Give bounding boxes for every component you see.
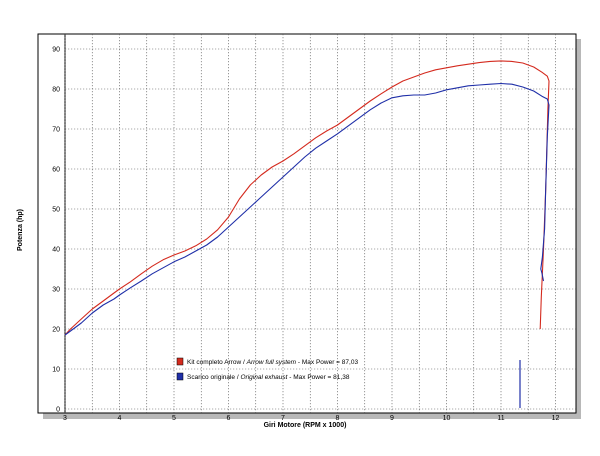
- x-tick-label-2: 5: [172, 415, 176, 422]
- y-tick-label-1: 10: [52, 367, 60, 374]
- y-tick-label-0: 0: [56, 407, 60, 414]
- x-tick-label-6: 9: [390, 415, 394, 422]
- y-tick-label-7: 70: [52, 127, 60, 134]
- x-tick-label-3: 6: [227, 415, 231, 422]
- x-tick-label-8: 11: [497, 415, 504, 422]
- x-axis-label: Giri Motore (RPM x 1000): [264, 422, 347, 429]
- x-tick-label-1: 4: [118, 415, 122, 422]
- y-tick-label-6: 60: [52, 167, 60, 174]
- legend-label-original: Scarico originale / Original exhaust - M…: [187, 374, 350, 381]
- legend-original-italic: Original exhaust: [240, 374, 288, 381]
- legend-swatch-original: [177, 373, 183, 380]
- x-tick-label-5: 8: [336, 415, 340, 422]
- x-tick-label-9: 12: [552, 415, 560, 422]
- y-axis-label: Potenza (hp): [17, 209, 24, 251]
- y-tick-label-3: 30: [52, 287, 60, 294]
- x-tick-label-4: 7: [281, 415, 285, 422]
- legend-arrow-part2: - Max Power = 87,03: [296, 359, 358, 366]
- x-tick-label-7: 10: [443, 415, 451, 422]
- legend-label-arrow: Kit completo Arrow / Arrow full system -…: [187, 359, 358, 366]
- y-tick-label-4: 40: [52, 247, 60, 254]
- plot-area: [38, 34, 576, 413]
- legend-swatch-arrow: [177, 358, 183, 365]
- legend-arrow-italic: Arrow full system: [246, 359, 297, 366]
- legend-original-part2: - Max Power = 81,38: [287, 374, 349, 381]
- y-tick-label-5: 50: [52, 207, 60, 214]
- y-tick-label-9: 90: [52, 47, 60, 54]
- x-tick-label-0: 3: [63, 415, 67, 422]
- legend-original-part1: Scarico originale /: [187, 374, 240, 381]
- y-tick-label-8: 80: [52, 87, 60, 94]
- legend-arrow-part1: Kit completo Arrow /: [187, 359, 247, 366]
- y-tick-label-2: 20: [52, 327, 60, 334]
